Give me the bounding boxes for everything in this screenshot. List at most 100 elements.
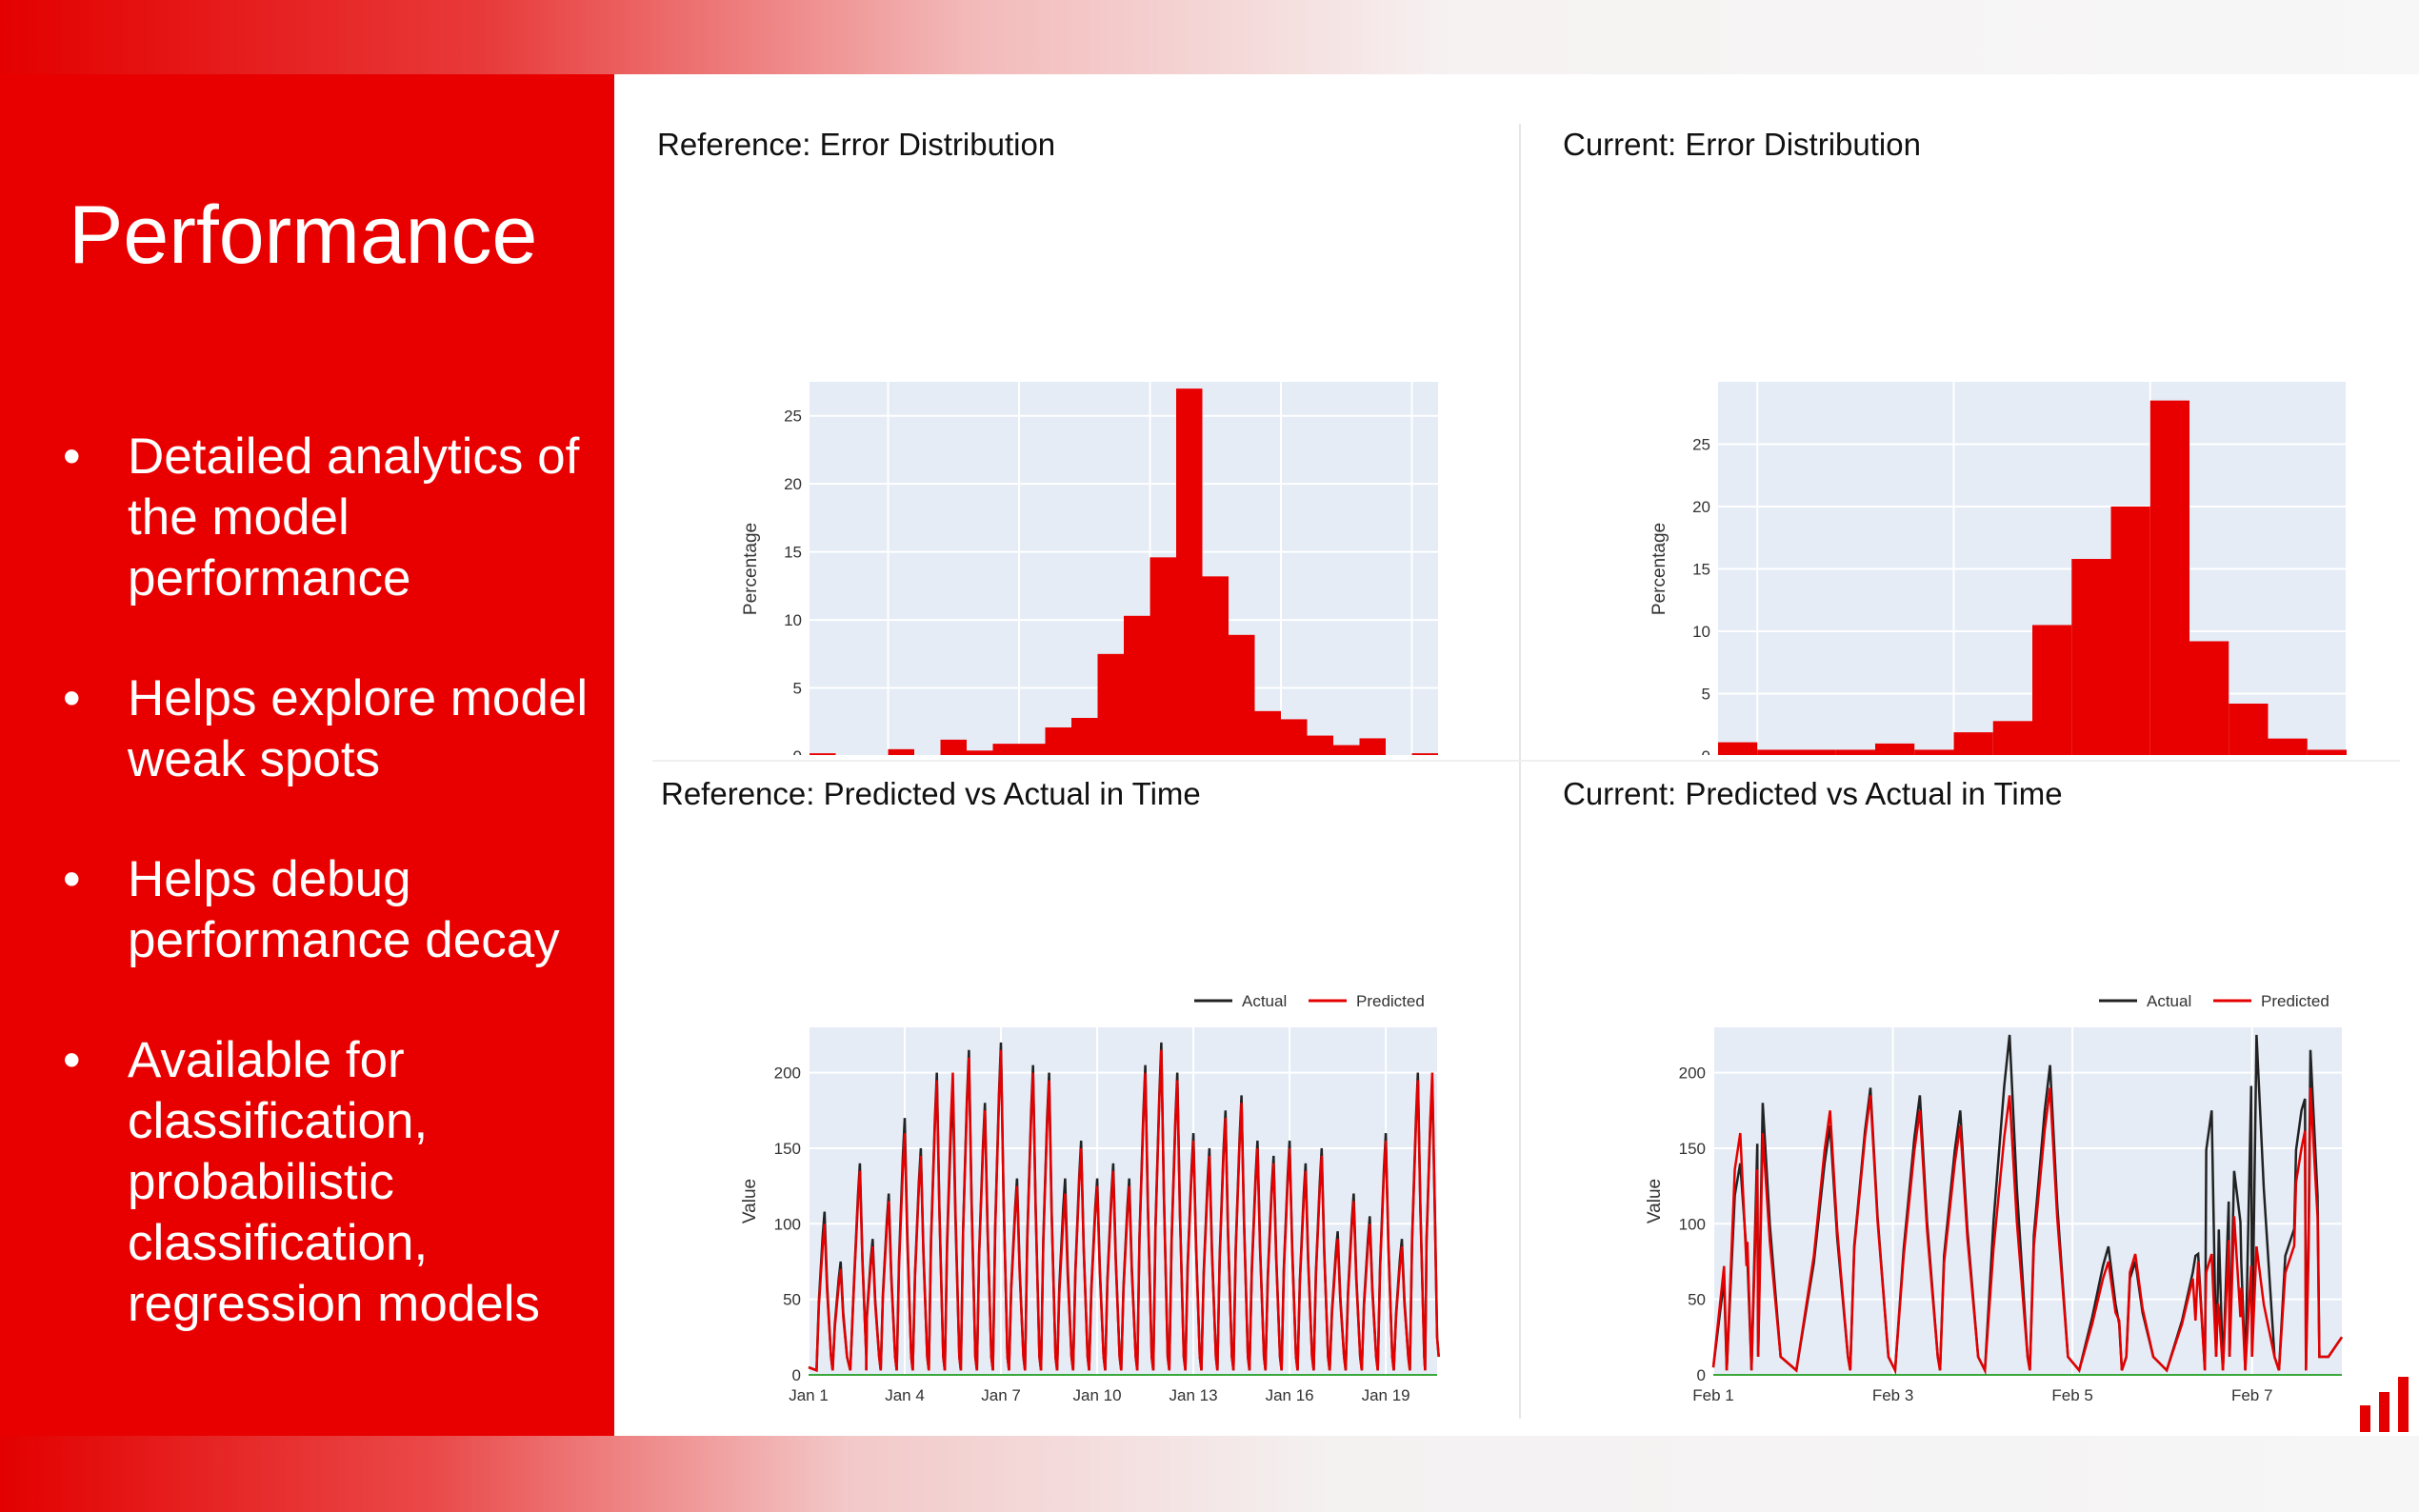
histogram-bar bbox=[1176, 388, 1203, 755]
legend-predicted-label: Predicted bbox=[2261, 992, 2329, 1010]
y-tick-label: 5 bbox=[1702, 686, 1710, 704]
histogram-bar bbox=[1071, 717, 1098, 755]
histogram-bar bbox=[992, 744, 1019, 755]
y-tick-label: 50 bbox=[783, 1291, 801, 1309]
y-axis-label: Percentage bbox=[741, 523, 761, 615]
predicted-series-line bbox=[1711, 1087, 2344, 1375]
histogram-bar bbox=[1307, 735, 1333, 755]
y-tick-label: 5 bbox=[793, 680, 802, 698]
bullet-text: Available for classification, probabilis… bbox=[128, 1032, 541, 1332]
y-axis-label: Value bbox=[1645, 1179, 1665, 1224]
dashboard-area: Reference: Error Distribution 0 5 10 15 20 25… bbox=[614, 74, 2419, 1436]
bullet-item: • Helps debug performance decay bbox=[63, 849, 596, 971]
y-tick-label: 0 bbox=[1697, 1366, 1706, 1384]
y-tick-label: 15 bbox=[784, 544, 802, 562]
x-tick-label: Feb 7 bbox=[2231, 1386, 2272, 1404]
x-tick-label: Jan 7 bbox=[981, 1386, 1021, 1404]
y-tick-label: 20 bbox=[1692, 498, 1710, 516]
histogram-bar bbox=[940, 739, 967, 755]
histogram-bar bbox=[2071, 559, 2111, 755]
legend-actual-label: Actual bbox=[2147, 992, 2191, 1010]
histogram-bar bbox=[2110, 507, 2150, 755]
histogram-bar bbox=[1333, 745, 1360, 755]
error-histogram-reference: 0510152025−20−1001020PercentageError (Pr… bbox=[741, 382, 1438, 755]
x-tick-label: Jan 16 bbox=[1266, 1386, 1314, 1404]
slide-title: Performance bbox=[69, 189, 538, 281]
y-tick-label: 20 bbox=[784, 475, 802, 493]
bullet-text: Helps explore model weak spots bbox=[128, 670, 589, 787]
bullet-item: • Detailed analytics of the model perform… bbox=[63, 427, 596, 609]
histogram-bar bbox=[2032, 625, 2072, 755]
histogram-bar bbox=[1718, 742, 1758, 755]
histogram-bar bbox=[2149, 400, 2189, 755]
y-tick-label: 150 bbox=[1679, 1140, 1706, 1158]
histogram-bar bbox=[1411, 753, 1438, 755]
bullet-text: Helps debug performance decay bbox=[128, 851, 560, 968]
histogram-bar bbox=[2307, 749, 2347, 755]
bullet-item: • Available for classification, probabili… bbox=[63, 1030, 596, 1335]
histogram-bar bbox=[1281, 719, 1308, 755]
histogram-bar bbox=[1202, 576, 1229, 755]
histogram-bar bbox=[1953, 732, 1993, 755]
y-tick-label: 100 bbox=[774, 1215, 801, 1233]
bullet-item: • Helps explore model weak spots bbox=[63, 668, 596, 790]
histogram-bar bbox=[1045, 726, 1071, 755]
y-tick-label: 25 bbox=[784, 408, 802, 426]
x-tick-label: Jan 4 bbox=[885, 1386, 925, 1404]
x-tick-label: Jan 13 bbox=[1170, 1386, 1218, 1404]
y-tick-label: 0 bbox=[1702, 747, 1710, 755]
x-tick-label: Jan 1 bbox=[789, 1386, 829, 1404]
histogram-bar bbox=[810, 753, 836, 755]
vertical-divider bbox=[1519, 124, 1521, 1419]
bullet-text: Detailed analytics of the model performa… bbox=[128, 428, 580, 607]
histogram-bar bbox=[1229, 634, 1255, 755]
histogram-bar bbox=[1992, 721, 2032, 755]
histogram-bar bbox=[1254, 710, 1281, 755]
legend-actual-label: Actual bbox=[1242, 992, 1287, 1010]
y-tick-label: 150 bbox=[774, 1140, 801, 1158]
x-tick-label: Jan 19 bbox=[1362, 1386, 1410, 1404]
y-tick-label: 10 bbox=[784, 611, 802, 629]
y-tick-label: 0 bbox=[792, 1366, 801, 1384]
y-tick-label: 25 bbox=[1692, 436, 1710, 454]
histogram-bar bbox=[1359, 738, 1386, 755]
x-tick-label: Feb 1 bbox=[1692, 1386, 1733, 1404]
y-axis-label: Value bbox=[740, 1179, 760, 1224]
horizontal-divider bbox=[652, 760, 2400, 762]
bottom-band bbox=[0, 1436, 2419, 1512]
histogram-bar bbox=[1875, 743, 1915, 755]
histogram-bar bbox=[1796, 749, 1836, 755]
histogram-bar bbox=[2229, 703, 2269, 755]
error-histogram-current: 0510152025−100−50050PercentageError (Pre… bbox=[1649, 382, 2348, 755]
histogram-bar bbox=[888, 748, 914, 755]
predicted-series-line bbox=[808, 1049, 1440, 1372]
histogram-bar bbox=[2189, 641, 2229, 755]
chart-title: Current: Error Distribution bbox=[1563, 127, 1921, 162]
top-band bbox=[0, 0, 2419, 74]
y-tick-label: 15 bbox=[1692, 561, 1710, 579]
y-tick-label: 200 bbox=[1679, 1064, 1706, 1083]
x-tick-label: Feb 5 bbox=[2051, 1386, 2092, 1404]
panel-cur-time: Current: Predicted vs Actual in Time 0 50… bbox=[1563, 776, 2410, 1423]
y-tick-label: 0 bbox=[793, 747, 802, 755]
histogram-bar bbox=[1757, 749, 1797, 755]
y-tick-label: 100 bbox=[1679, 1215, 1706, 1233]
legend-predicted-label: Predicted bbox=[1356, 992, 1425, 1010]
histogram-bar bbox=[1835, 749, 1875, 755]
bullet-icon: • bbox=[63, 670, 81, 726]
histogram-bar bbox=[1914, 749, 1954, 755]
panel-ref-time: Reference: Predicted vs Actual in Time 0… bbox=[661, 776, 1509, 1423]
chart-title: Reference: Predicted vs Actual in Time bbox=[661, 776, 1201, 811]
timeseries-current: 0 50 100 150 200 Feb 1 Feb 3 Feb 5 Feb 7 Value Act… bbox=[1645, 992, 2344, 1404]
y-tick-label: 200 bbox=[774, 1064, 801, 1083]
histogram-bar bbox=[967, 750, 993, 755]
histogram-bar bbox=[1019, 744, 1046, 755]
x-tick-label: Feb 3 bbox=[1872, 1386, 1913, 1404]
chart-title: Current: Predicted vs Actual in Time bbox=[1563, 776, 2063, 811]
histogram-bar bbox=[1124, 615, 1150, 755]
left-panel: Performance • Detailed analytics of the m… bbox=[0, 74, 614, 1436]
chart-title: Reference: Error Distribution bbox=[657, 127, 1056, 162]
x-tick-label: Jan 10 bbox=[1073, 1386, 1122, 1404]
bullet-icon: • bbox=[63, 1032, 81, 1088]
panel-ref-error: Reference: Error Distribution 0 5 10 15 20 25… bbox=[657, 127, 1505, 755]
